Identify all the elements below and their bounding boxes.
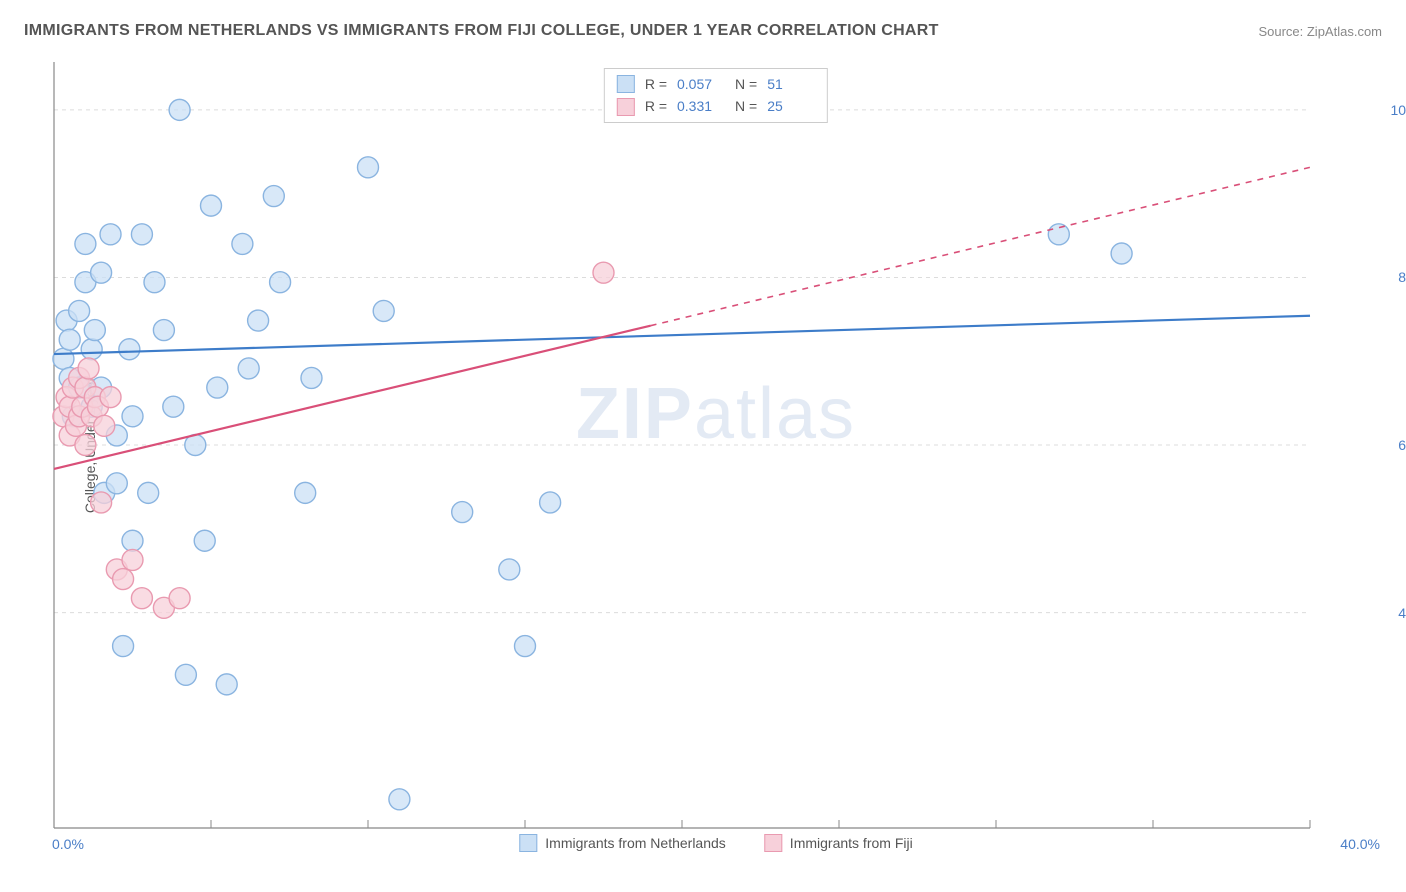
r-value: 0.057 <box>677 73 725 95</box>
r-label: R = <box>645 73 667 95</box>
chart-area: College, Under 1 year ZIPatlas R =0.057N… <box>52 60 1380 830</box>
y-tick-label: 65.0% <box>1398 437 1406 453</box>
series-label: Immigrants from Fiji <box>790 835 913 851</box>
scatter-plot <box>52 60 1380 830</box>
series-legend-item: Immigrants from Netherlands <box>519 834 726 852</box>
legend-swatch <box>617 75 635 93</box>
y-tick-label: 47.5% <box>1398 605 1406 621</box>
x-max-label: 40.0% <box>1340 836 1380 852</box>
series-legend-item: Immigrants from Fiji <box>764 834 913 852</box>
y-tick-label: 82.5% <box>1398 269 1406 285</box>
series-legend: Immigrants from Netherlands Immigrants fr… <box>519 834 912 852</box>
stats-legend-row: R = 0.331 N = 25 <box>617 95 815 117</box>
r-value: 0.331 <box>677 95 725 117</box>
legend-swatch <box>764 834 782 852</box>
stats-legend-row: R = 0.057 N = 51 <box>617 73 815 95</box>
legend-swatch <box>617 98 635 116</box>
stats-legend: R = 0.057 N = 51 R = 0.331 N = 25 <box>604 68 828 123</box>
x-min-label: 0.0% <box>52 836 84 852</box>
n-value: 51 <box>767 73 815 95</box>
chart-title: IMMIGRANTS FROM NETHERLANDS VS IMMIGRANT… <box>24 22 939 40</box>
legend-swatch <box>519 834 537 852</box>
r-label: R = <box>645 95 667 117</box>
n-value: 25 <box>767 95 815 117</box>
n-label: N = <box>735 95 757 117</box>
n-label: N = <box>735 73 757 95</box>
source-attribution: Source: ZipAtlas.com <box>1258 24 1382 39</box>
series-label: Immigrants from Netherlands <box>545 835 726 851</box>
y-tick-label: 100.0% <box>1391 102 1406 118</box>
